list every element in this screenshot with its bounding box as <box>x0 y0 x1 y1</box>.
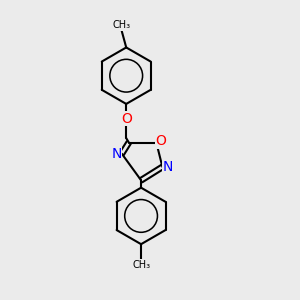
Text: CH₃: CH₃ <box>132 260 150 270</box>
Text: N: N <box>163 160 173 174</box>
Text: CH₃: CH₃ <box>113 20 131 30</box>
Text: O: O <box>121 112 132 126</box>
Text: N: N <box>111 147 122 161</box>
Text: O: O <box>155 134 166 148</box>
